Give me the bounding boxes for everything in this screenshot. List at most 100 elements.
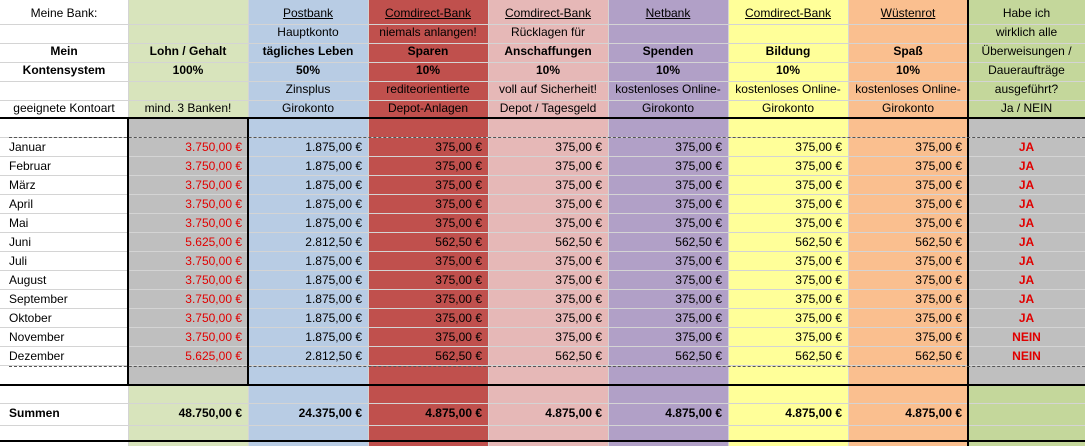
value-cell[interactable]: 375,00 €	[435, 197, 482, 211]
spass-bank[interactable]: Wüstenrot	[880, 6, 936, 20]
value-cell[interactable]: 3.750,00 €	[185, 216, 242, 230]
value-cell[interactable]: 375,00 €	[435, 254, 482, 268]
value-cell[interactable]: 375,00 €	[915, 216, 962, 230]
value-cell[interactable]: 3.750,00 €	[185, 197, 242, 211]
value-cell[interactable]: 562,50 €	[435, 349, 482, 363]
value-cell[interactable]: 375,00 €	[915, 292, 962, 306]
value-cell[interactable]: 375,00 €	[435, 140, 482, 154]
value-cell[interactable]: 375,00 €	[795, 159, 842, 173]
check-cell[interactable]: JA	[1018, 235, 1035, 249]
check-cell[interactable]: JA	[1018, 178, 1035, 192]
value-cell[interactable]: 375,00 €	[795, 292, 842, 306]
value-cell[interactable]: 375,00 €	[435, 159, 482, 173]
value-cell[interactable]: 375,00 €	[555, 178, 602, 192]
value-cell[interactable]: 375,00 €	[675, 178, 722, 192]
value-cell[interactable]: 562,50 €	[675, 349, 722, 363]
sum-cell[interactable]: 4.875,00 €	[785, 406, 842, 420]
value-cell[interactable]: 1.875,00 €	[305, 178, 362, 192]
value-cell[interactable]: 375,00 €	[795, 311, 842, 325]
value-cell[interactable]: 1.875,00 €	[305, 197, 362, 211]
check-cell[interactable]: JA	[1018, 159, 1035, 173]
value-cell[interactable]: 2.812,50 €	[305, 235, 362, 249]
value-cell[interactable]: 1.875,00 €	[305, 292, 362, 306]
value-cell[interactable]: 375,00 €	[795, 197, 842, 211]
bildung-bank[interactable]: Comdirect-Bank	[744, 6, 832, 20]
value-cell[interactable]: 1.875,00 €	[305, 140, 362, 154]
value-cell[interactable]: 375,00 €	[795, 140, 842, 154]
value-cell[interactable]: 375,00 €	[795, 330, 842, 344]
value-cell[interactable]: 5.625,00 €	[185, 235, 242, 249]
value-cell[interactable]: 3.750,00 €	[185, 159, 242, 173]
sum-cell[interactable]: 4.875,00 €	[905, 406, 962, 420]
value-cell[interactable]: 375,00 €	[435, 311, 482, 325]
value-cell[interactable]: 375,00 €	[555, 254, 602, 268]
value-cell[interactable]: 375,00 €	[795, 254, 842, 268]
sum-cell[interactable]: 4.875,00 €	[665, 406, 722, 420]
value-cell[interactable]: 375,00 €	[555, 292, 602, 306]
value-cell[interactable]: 3.750,00 €	[185, 292, 242, 306]
value-cell[interactable]: 375,00 €	[915, 311, 962, 325]
value-cell[interactable]: 375,00 €	[555, 273, 602, 287]
value-cell[interactable]: 375,00 €	[555, 330, 602, 344]
value-cell[interactable]: 1.875,00 €	[305, 254, 362, 268]
value-cell[interactable]: 375,00 €	[675, 216, 722, 230]
sum-cell[interactable]: 4.875,00 €	[425, 406, 482, 420]
value-cell[interactable]: 1.875,00 €	[305, 273, 362, 287]
value-cell[interactable]: 3.750,00 €	[185, 311, 242, 325]
value-cell[interactable]: 562,50 €	[795, 349, 842, 363]
value-cell[interactable]: 375,00 €	[915, 178, 962, 192]
value-cell[interactable]: 375,00 €	[555, 159, 602, 173]
value-cell[interactable]: 3.750,00 €	[185, 273, 242, 287]
value-cell[interactable]: 375,00 €	[675, 159, 722, 173]
value-cell[interactable]: 375,00 €	[915, 273, 962, 287]
value-cell[interactable]: 375,00 €	[795, 216, 842, 230]
value-cell[interactable]: 562,50 €	[795, 235, 842, 249]
value-cell[interactable]: 3.750,00 €	[185, 140, 242, 154]
value-cell[interactable]: 562,50 €	[555, 235, 602, 249]
value-cell[interactable]: 375,00 €	[435, 273, 482, 287]
check-cell[interactable]: NEIN	[1012, 330, 1041, 344]
value-cell[interactable]: 562,50 €	[435, 235, 482, 249]
check-cell[interactable]: JA	[1018, 311, 1035, 325]
value-cell[interactable]: 375,00 €	[915, 140, 962, 154]
value-cell[interactable]: 5.625,00 €	[185, 349, 242, 363]
value-cell[interactable]: 3.750,00 €	[185, 254, 242, 268]
spenden-bank[interactable]: Netbank	[645, 6, 691, 20]
value-cell[interactable]: 375,00 €	[435, 292, 482, 306]
value-cell[interactable]: 375,00 €	[915, 159, 962, 173]
value-cell[interactable]: 1.875,00 €	[305, 159, 362, 173]
check-cell[interactable]: JA	[1018, 292, 1035, 306]
value-cell[interactable]: 375,00 €	[915, 254, 962, 268]
value-cell[interactable]: 375,00 €	[675, 273, 722, 287]
sparen-bank[interactable]: Comdirect-Bank	[384, 6, 472, 20]
value-cell[interactable]: 1.875,00 €	[305, 330, 362, 344]
value-cell[interactable]: 562,50 €	[915, 349, 962, 363]
sum-cell[interactable]: 24.375,00 €	[298, 406, 362, 420]
value-cell[interactable]: 375,00 €	[675, 311, 722, 325]
value-cell[interactable]: 562,50 €	[915, 235, 962, 249]
sum-cell[interactable]: 48.750,00 €	[178, 406, 242, 420]
value-cell[interactable]: 375,00 €	[435, 216, 482, 230]
anschaffungen-bank[interactable]: Comdirect-Bank	[504, 6, 592, 20]
value-cell[interactable]: 375,00 €	[675, 197, 722, 211]
value-cell[interactable]: 375,00 €	[675, 140, 722, 154]
value-cell[interactable]: 1.875,00 €	[305, 311, 362, 325]
check-cell[interactable]: JA	[1018, 216, 1035, 230]
value-cell[interactable]: 375,00 €	[555, 140, 602, 154]
check-cell[interactable]: JA	[1018, 140, 1035, 154]
value-cell[interactable]: 2.812,50 €	[305, 349, 362, 363]
value-cell[interactable]: 375,00 €	[555, 311, 602, 325]
check-cell[interactable]: NEIN	[1012, 349, 1041, 363]
value-cell[interactable]: 1.875,00 €	[305, 216, 362, 230]
value-cell[interactable]: 375,00 €	[795, 273, 842, 287]
value-cell[interactable]: 3.750,00 €	[185, 178, 242, 192]
value-cell[interactable]: 375,00 €	[555, 197, 602, 211]
value-cell[interactable]: 375,00 €	[675, 292, 722, 306]
check-cell[interactable]: JA	[1018, 273, 1035, 287]
sum-cell[interactable]: 4.875,00 €	[545, 406, 602, 420]
value-cell[interactable]: 375,00 €	[675, 254, 722, 268]
postbank-bank[interactable]: Postbank	[282, 6, 334, 20]
value-cell[interactable]: 375,00 €	[795, 178, 842, 192]
value-cell[interactable]: 375,00 €	[915, 330, 962, 344]
value-cell[interactable]: 375,00 €	[915, 197, 962, 211]
